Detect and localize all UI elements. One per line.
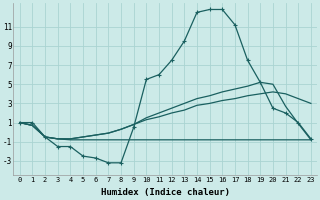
X-axis label: Humidex (Indice chaleur): Humidex (Indice chaleur) xyxy=(101,188,230,197)
